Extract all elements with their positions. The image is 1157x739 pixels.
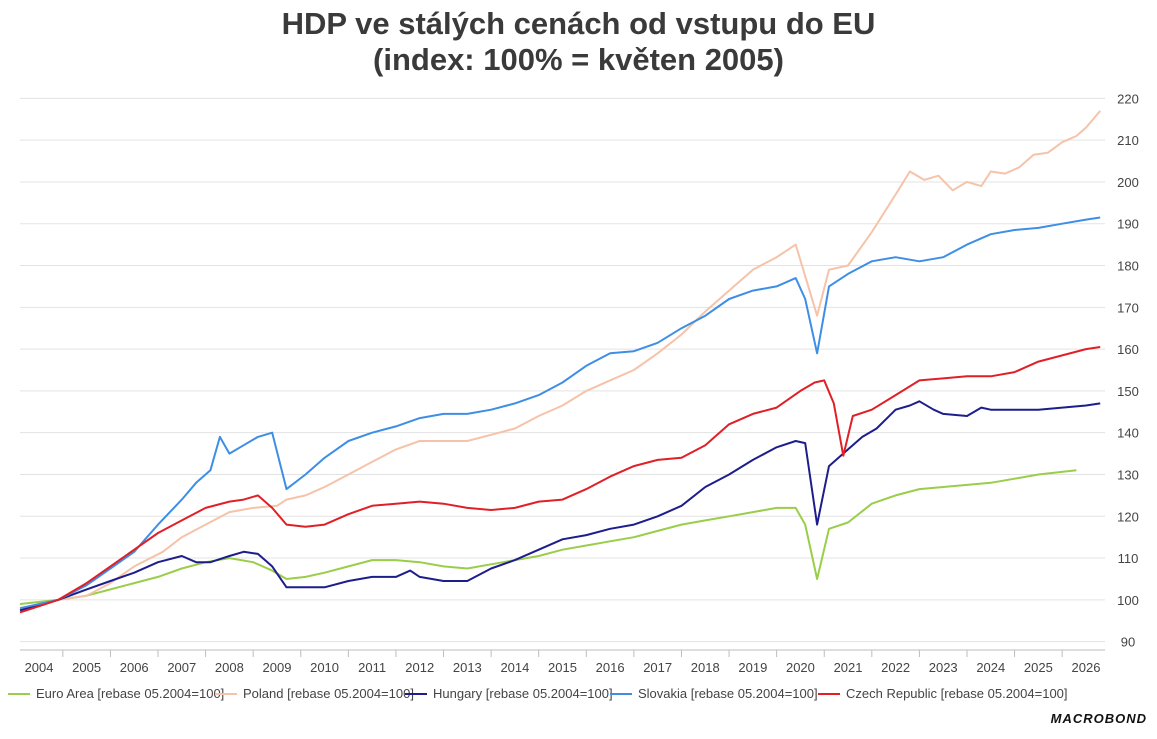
x-tick-label: 2007 bbox=[167, 660, 196, 675]
x-tick-label: 2012 bbox=[405, 660, 434, 675]
x-tick-label: 2021 bbox=[834, 660, 863, 675]
x-tick-label: 2013 bbox=[453, 660, 482, 675]
x-tick-label: 2020 bbox=[786, 660, 815, 675]
series-line-3 bbox=[19, 216, 1101, 610]
x-tick-label: 2025 bbox=[1024, 660, 1053, 675]
y-tick-label: 160 bbox=[1117, 342, 1139, 357]
series-line-1 bbox=[19, 110, 1101, 612]
x-tick-label: 2009 bbox=[263, 660, 292, 675]
y-tick-label: 110 bbox=[1118, 551, 1139, 566]
y-tick-label: 100 bbox=[1117, 593, 1139, 608]
brand-logo: MACROBOND bbox=[1050, 711, 1147, 726]
x-tick-label: 2010 bbox=[310, 660, 339, 675]
chart-title-line2: (index: 100% = květen 2005) bbox=[373, 42, 784, 77]
x-tick-label: 2024 bbox=[976, 660, 1005, 675]
legend-label: Slovakia [rebase 05.2004=100] bbox=[638, 686, 818, 701]
series-line-2 bbox=[19, 400, 1101, 612]
y-tick-label: 140 bbox=[1117, 426, 1139, 441]
legend-label: Euro Area [rebase 05.2004=100] bbox=[36, 686, 225, 701]
legend-label: Poland [rebase 05.2004=100] bbox=[243, 686, 414, 701]
y-tick-label: 220 bbox=[1117, 91, 1139, 106]
series-line-4 bbox=[19, 346, 1101, 614]
x-tick-label: 2015 bbox=[548, 660, 577, 675]
chart-title-line1: HDP ve stálých cenách od vstupu do EU bbox=[281, 6, 876, 41]
x-tick-label: 2019 bbox=[738, 660, 767, 675]
x-tick-label: 2022 bbox=[881, 660, 910, 675]
x-tick-label: 2018 bbox=[691, 660, 720, 675]
y-tick-label: 120 bbox=[1117, 509, 1139, 524]
legend-item: Slovakia [rebase 05.2004=100] bbox=[610, 686, 818, 701]
x-tick-label: 2004 bbox=[25, 660, 54, 675]
legend-swatch bbox=[405, 692, 427, 695]
legend-item: Euro Area [rebase 05.2004=100] bbox=[8, 686, 224, 701]
x-tick-label: 2026 bbox=[1072, 660, 1101, 675]
x-tick-label: 2011 bbox=[358, 660, 386, 675]
legend-label: Hungary [rebase 05.2004=100] bbox=[433, 686, 613, 701]
y-tick-label: 90 bbox=[1121, 635, 1135, 650]
x-tick-label: 2008 bbox=[215, 660, 244, 675]
legend-item: Poland [rebase 05.2004=100] bbox=[215, 686, 414, 701]
series-line-0 bbox=[19, 469, 1077, 605]
x-tick-label: 2005 bbox=[72, 660, 101, 675]
legend-item: Czech Republic [rebase 05.2004=100] bbox=[818, 686, 1068, 701]
y-tick-label: 170 bbox=[1117, 300, 1139, 315]
y-tick-label: 150 bbox=[1117, 384, 1139, 399]
y-tick-label: 190 bbox=[1117, 217, 1139, 232]
legend-swatch bbox=[818, 692, 840, 695]
y-tick-label: 130 bbox=[1117, 467, 1139, 482]
chart-legend: Euro Area [rebase 05.2004=100] Poland [re… bbox=[0, 686, 1157, 708]
x-tick-label: 2016 bbox=[596, 660, 625, 675]
chart-title: HDP ve stálých cenách od vstupu do EU (i… bbox=[0, 6, 1157, 78]
x-tick-label: 2017 bbox=[643, 660, 672, 675]
x-tick-label: 2014 bbox=[500, 660, 529, 675]
y-tick-label: 200 bbox=[1117, 175, 1139, 190]
legend-swatch bbox=[8, 692, 30, 695]
legend-swatch bbox=[215, 692, 237, 695]
legend-item: Hungary [rebase 05.2004=100] bbox=[405, 686, 613, 701]
y-tick-label: 180 bbox=[1117, 259, 1139, 274]
legend-label: Czech Republic [rebase 05.2004=100] bbox=[846, 686, 1068, 701]
legend-swatch bbox=[610, 692, 632, 695]
x-tick-label: 2006 bbox=[120, 660, 149, 675]
y-tick-label: 210 bbox=[1117, 133, 1139, 148]
x-tick-label: 2023 bbox=[929, 660, 958, 675]
